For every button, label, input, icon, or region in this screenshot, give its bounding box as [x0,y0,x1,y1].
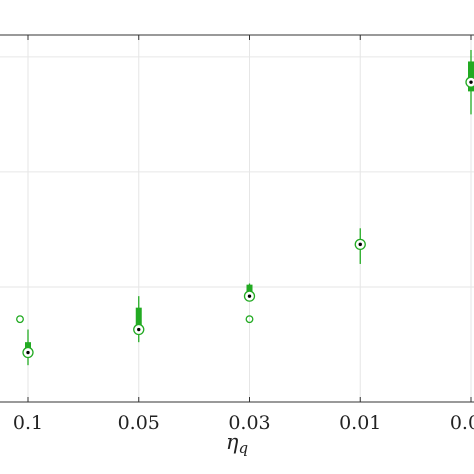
median-dot [26,350,30,355]
x-axis-label-sub: q [238,439,248,457]
x-tick-label: 0.01 [339,412,381,434]
box [135,307,142,330]
x-axis-label-main: η [226,430,239,454]
box [468,61,474,92]
outlier [16,315,24,324]
x-tick-label: 0.05 [118,412,160,434]
x-tick-label: 0.00 [450,412,474,434]
outlier [245,315,254,324]
x-tick-label: 0.1 [13,412,43,434]
median-dot [137,327,141,332]
x-tick-label: 0.03 [228,412,270,434]
median-dot [358,242,362,247]
median-dot [469,80,473,84]
median-dot [247,294,252,298]
x-axis-label: ηq [226,430,248,458]
box [246,284,253,296]
